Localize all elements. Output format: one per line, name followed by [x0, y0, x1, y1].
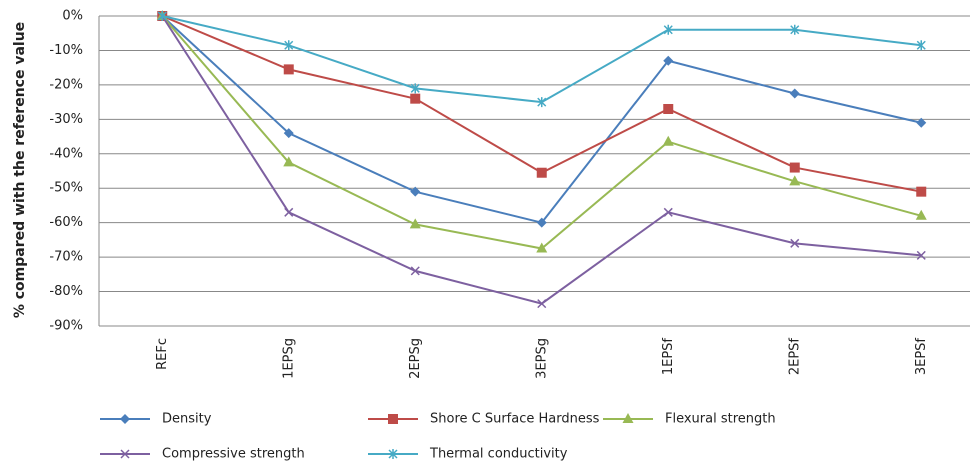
y-axis-label: % compared with the reference value	[12, 22, 28, 318]
marker	[916, 40, 926, 51]
marker	[120, 414, 130, 424]
marker	[663, 104, 674, 114]
y-tick-label: 0%	[62, 9, 83, 24]
marker	[388, 414, 398, 424]
marker	[915, 209, 927, 220]
marker	[916, 186, 927, 197]
marker	[536, 167, 547, 178]
y-tick-label: -90%	[49, 319, 83, 334]
marker	[537, 299, 547, 309]
legend-label: Compressive strength	[162, 447, 305, 462]
marker	[622, 413, 634, 423]
legend-label: Thermal conductivity	[429, 447, 568, 462]
marker	[283, 156, 295, 167]
marker	[663, 55, 674, 66]
marker	[410, 93, 421, 104]
marker	[916, 250, 926, 260]
y-tick-label: -30%	[49, 112, 83, 127]
legend-label: Flexural strength	[665, 412, 776, 427]
marker	[790, 24, 800, 35]
marker	[283, 128, 294, 139]
y-tick-label: -60%	[49, 215, 83, 230]
marker	[789, 175, 801, 186]
marker	[284, 207, 294, 217]
marker	[283, 64, 294, 75]
marker	[284, 40, 294, 51]
marker	[120, 449, 130, 459]
series-line	[161, 15, 922, 305]
series-line	[162, 15, 922, 104]
marker	[662, 135, 674, 146]
marker	[916, 117, 927, 128]
marker	[789, 88, 800, 99]
x-tick-label: 3EPSf	[914, 338, 929, 376]
marker	[409, 218, 421, 229]
marker	[410, 186, 421, 197]
y-tick-label: -10%	[49, 43, 83, 58]
marker	[388, 449, 398, 459]
marker	[789, 162, 800, 173]
x-tick-label: 1EPSf	[661, 338, 676, 376]
x-tick-label: 3EPSg	[534, 338, 549, 379]
y-tick-label: -20%	[49, 77, 83, 92]
marker	[663, 207, 673, 217]
marker	[536, 242, 548, 253]
marker	[157, 11, 167, 21]
x-tick-label: 1EPSg	[281, 338, 296, 379]
y-tick-label: -70%	[49, 250, 83, 265]
y-tick-label: -80%	[49, 284, 83, 299]
marker	[663, 24, 673, 35]
y-tick-label: -40%	[49, 146, 83, 161]
x-tick-label: 2EPSf	[787, 338, 802, 376]
marker	[537, 97, 547, 108]
x-tick-label: 2EPSg	[408, 338, 423, 379]
legend-label: Shore C Surface Hardness	[430, 412, 600, 427]
marker	[410, 83, 420, 94]
marker	[790, 238, 800, 248]
legend-label: Density	[162, 412, 212, 427]
x-tick-label: REFc	[155, 338, 170, 370]
marker	[536, 217, 547, 228]
y-tick-label: -50%	[49, 181, 83, 196]
marker	[410, 266, 420, 276]
